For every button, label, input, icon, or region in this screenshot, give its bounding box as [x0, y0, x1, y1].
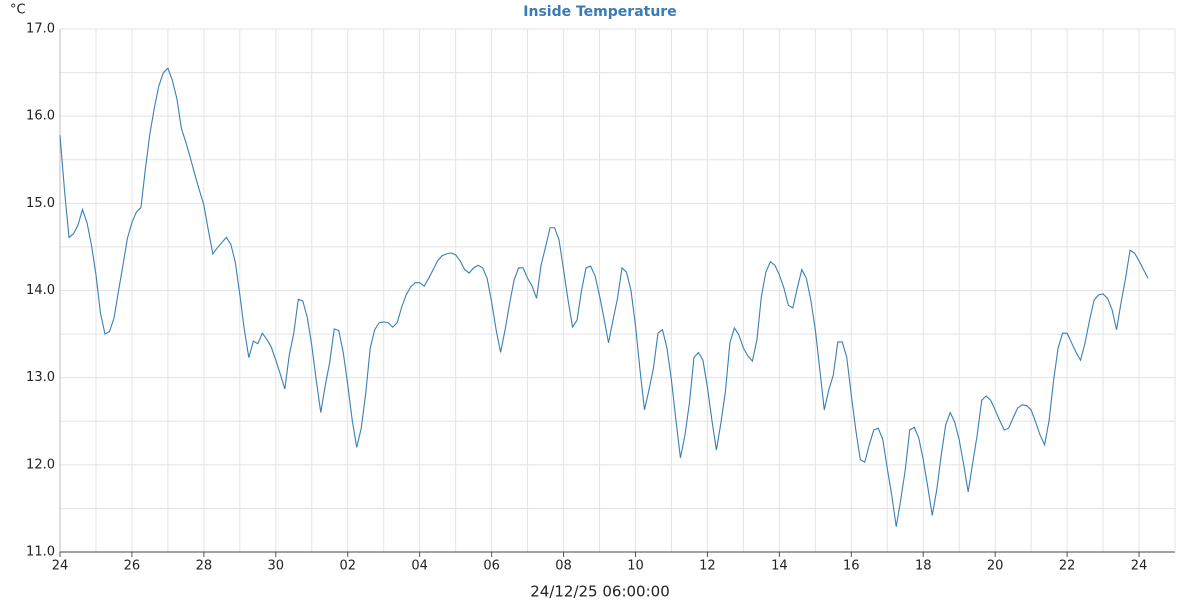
y-axis-unit: °C — [10, 3, 26, 18]
x-tick-label: 04 — [411, 559, 428, 574]
x-tick-label: 18 — [915, 559, 932, 574]
x-tick-label: 30 — [268, 559, 285, 574]
x-tick-label: 02 — [339, 559, 356, 574]
x-tick-label: 12 — [699, 559, 716, 574]
x-tick-label: 24 — [1131, 559, 1148, 574]
x-tick-label: 28 — [196, 559, 213, 574]
x-axis-label: 24/12/25 06:00:00 — [530, 583, 670, 600]
x-tick-label: 10 — [627, 559, 644, 574]
chart-title: Inside Temperature — [523, 4, 676, 20]
x-tick-label: 22 — [1059, 559, 1076, 574]
x-tick-label: 20 — [987, 559, 1004, 574]
y-tick-label: 17.0 — [26, 22, 55, 37]
x-tick-label: 14 — [771, 559, 788, 574]
x-tick-label: 16 — [843, 559, 860, 574]
x-tick-label: 24 — [52, 559, 69, 574]
y-tick-label: 12.0 — [26, 457, 55, 472]
y-tick-label: 13.0 — [26, 370, 55, 385]
x-tick-label: 08 — [555, 559, 572, 574]
x-tick-label: 06 — [483, 559, 500, 574]
y-tick-label: 16.0 — [26, 109, 55, 124]
y-tick-label: 14.0 — [26, 283, 55, 298]
data-line — [59, 67, 1149, 527]
x-tick-label: 26 — [124, 559, 141, 574]
y-tick-label: 15.0 — [26, 196, 55, 211]
y-tick-label: 11.0 — [26, 545, 55, 560]
